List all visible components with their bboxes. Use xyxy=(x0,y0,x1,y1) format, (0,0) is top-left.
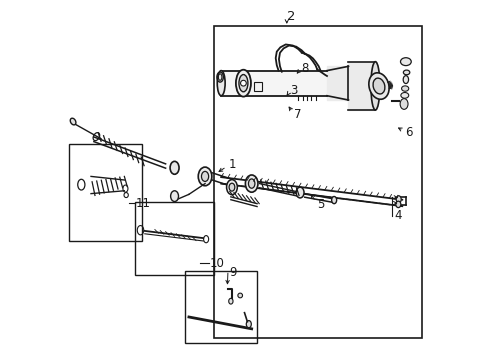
Text: 7: 7 xyxy=(293,108,301,121)
Text: 1: 1 xyxy=(228,158,236,171)
Circle shape xyxy=(240,80,246,86)
Ellipse shape xyxy=(370,62,379,110)
Ellipse shape xyxy=(235,70,250,96)
Ellipse shape xyxy=(368,73,388,99)
Ellipse shape xyxy=(228,183,234,191)
Ellipse shape xyxy=(403,76,408,84)
Ellipse shape xyxy=(226,180,237,195)
Ellipse shape xyxy=(395,196,400,203)
Ellipse shape xyxy=(395,201,400,208)
Text: 6: 6 xyxy=(404,126,411,139)
Text: 10: 10 xyxy=(209,257,224,270)
Text: 5: 5 xyxy=(317,198,324,211)
Ellipse shape xyxy=(296,187,304,198)
Ellipse shape xyxy=(217,71,224,96)
Ellipse shape xyxy=(239,75,247,92)
Ellipse shape xyxy=(198,167,211,186)
Text: 8: 8 xyxy=(301,62,308,75)
Ellipse shape xyxy=(170,191,178,202)
Text: 9: 9 xyxy=(229,266,237,279)
Ellipse shape xyxy=(201,171,208,181)
Ellipse shape xyxy=(401,86,408,91)
Ellipse shape xyxy=(403,70,409,75)
Text: 4: 4 xyxy=(393,209,401,222)
Ellipse shape xyxy=(246,320,251,328)
Ellipse shape xyxy=(400,58,410,66)
Ellipse shape xyxy=(237,293,242,298)
Ellipse shape xyxy=(245,175,258,192)
Ellipse shape xyxy=(170,161,179,174)
Ellipse shape xyxy=(399,99,407,109)
Ellipse shape xyxy=(70,118,76,125)
Ellipse shape xyxy=(372,78,384,94)
Ellipse shape xyxy=(400,93,408,98)
Ellipse shape xyxy=(228,298,233,304)
Text: 11: 11 xyxy=(136,197,150,210)
Ellipse shape xyxy=(248,179,254,188)
Ellipse shape xyxy=(331,197,336,204)
Text: 3: 3 xyxy=(290,84,297,97)
Text: 2: 2 xyxy=(286,10,295,23)
